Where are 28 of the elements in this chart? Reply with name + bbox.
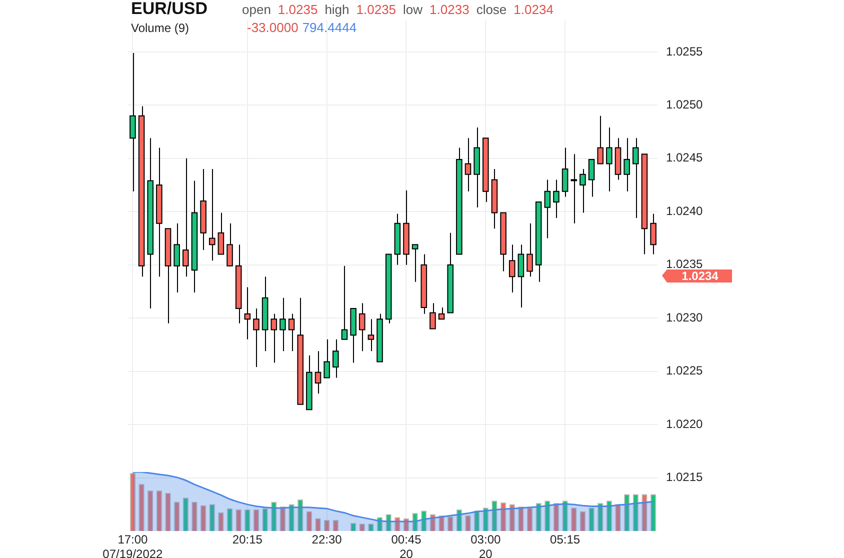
x-tick-label: 22:30 bbox=[312, 532, 342, 547]
y-tick-label: 1.0225 bbox=[666, 364, 704, 378]
text: 1.0234 bbox=[514, 2, 554, 17]
text: 1.0234 bbox=[682, 268, 719, 283]
text: open bbox=[242, 2, 271, 17]
chart-title: EUR/USD bbox=[131, 0, 208, 19]
annotation: -33.0000 bbox=[247, 20, 298, 35]
text: high bbox=[324, 2, 350, 17]
annotation: 794.4444 bbox=[302, 20, 357, 35]
text: 1.0235 bbox=[278, 2, 318, 17]
text: close bbox=[476, 2, 507, 17]
y-tick-label: 1.0255 bbox=[666, 44, 704, 58]
x-tick-label: 05:15 bbox=[550, 532, 580, 547]
x-tick-label: 00:45 20 bbox=[391, 532, 422, 558]
text: low bbox=[403, 2, 423, 17]
y-tick-label: 1.0215 bbox=[666, 470, 704, 484]
chart-title: Volume (9) bbox=[131, 21, 190, 35]
y-tick-label: 1.0220 bbox=[666, 416, 704, 431]
y-tick-label: 1.0250 bbox=[666, 97, 704, 112]
x-tick-label: 17:00 07/19/2022 bbox=[102, 532, 164, 558]
y-tick-label: 1.0230 bbox=[666, 310, 704, 324]
y-tick-label: 1.0245 bbox=[666, 150, 704, 165]
x-tick-label: 20:15 bbox=[232, 532, 263, 547]
text: 1.0233 bbox=[430, 2, 470, 17]
text: 1.0235 bbox=[356, 2, 396, 17]
y-tick-label: 1.0235 bbox=[666, 257, 704, 272]
x-tick-label: 03:00 20 bbox=[470, 532, 501, 558]
y-tick-label: 1.0240 bbox=[666, 204, 704, 218]
